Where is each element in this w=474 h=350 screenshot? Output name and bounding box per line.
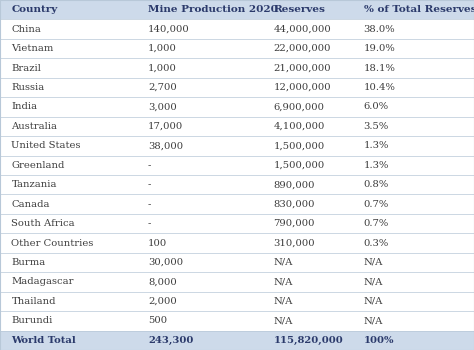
Bar [0,292,474,311]
Text: 3,000: 3,000 [148,103,177,111]
Text: 3.5%: 3.5% [364,122,389,131]
Text: Russia: Russia [11,83,45,92]
Text: Other Countries: Other Countries [11,239,94,247]
Bar [0,330,474,350]
Text: 0.8%: 0.8% [364,180,389,189]
Text: 38,000: 38,000 [148,141,183,150]
Text: 1,000: 1,000 [148,44,177,53]
Text: Vietnam: Vietnam [11,44,54,53]
Text: 1.3%: 1.3% [364,161,389,170]
Text: Greenland: Greenland [11,161,65,170]
Text: 1,500,000: 1,500,000 [273,141,325,150]
Text: 100: 100 [148,239,167,247]
Text: Madagascar: Madagascar [11,278,74,286]
Bar [0,233,474,253]
Bar [0,195,474,214]
Bar [0,214,474,233]
Text: 17,000: 17,000 [148,122,183,131]
Text: 6.0%: 6.0% [364,103,389,111]
Text: 500: 500 [148,316,167,326]
Text: 38.0%: 38.0% [364,25,395,34]
Text: 100%: 100% [364,336,394,345]
Text: 0.3%: 0.3% [364,239,389,247]
Text: South Africa: South Africa [11,219,75,228]
Text: 12,000,000: 12,000,000 [273,83,331,92]
Text: Tanzania: Tanzania [11,180,57,189]
Text: -: - [148,199,151,209]
Bar [0,39,474,58]
Bar [0,58,474,78]
Text: 1,500,000: 1,500,000 [273,161,325,170]
Text: 0.7%: 0.7% [364,199,389,209]
Text: N/A: N/A [273,316,293,326]
Bar [0,20,474,39]
Text: 2,700: 2,700 [148,83,177,92]
Bar [0,136,474,155]
Bar [0,253,474,272]
Bar [0,97,474,117]
Text: United States: United States [11,141,81,150]
Text: 243,300: 243,300 [148,336,193,345]
Bar [0,175,474,195]
Text: 22,000,000: 22,000,000 [273,44,331,53]
Bar [0,78,474,97]
Text: 1.3%: 1.3% [364,141,389,150]
Text: -: - [148,180,151,189]
Text: N/A: N/A [364,297,383,306]
Text: N/A: N/A [364,316,383,326]
Text: 2,000: 2,000 [148,297,177,306]
Text: 21,000,000: 21,000,000 [273,64,331,72]
Text: N/A: N/A [273,278,293,286]
Text: N/A: N/A [273,297,293,306]
Text: 1,000: 1,000 [148,64,177,72]
Text: N/A: N/A [364,278,383,286]
Text: 790,000: 790,000 [273,219,315,228]
Text: Mine Production 2020: Mine Production 2020 [148,5,278,14]
Text: N/A: N/A [273,258,293,267]
Text: Burundi: Burundi [11,316,53,326]
Text: -: - [148,161,151,170]
Text: 6,900,000: 6,900,000 [273,103,325,111]
Bar [0,0,474,20]
Text: 10.4%: 10.4% [364,83,395,92]
Text: Reserves: Reserves [273,5,325,14]
Bar [0,311,474,330]
Text: 44,000,000: 44,000,000 [273,25,331,34]
Text: Thailand: Thailand [11,297,56,306]
Text: Australia: Australia [11,122,57,131]
Text: 890,000: 890,000 [273,180,315,189]
Text: 115,820,000: 115,820,000 [273,336,343,345]
Text: 8,000: 8,000 [148,278,177,286]
Text: Brazil: Brazil [11,64,41,72]
Text: 30,000: 30,000 [148,258,183,267]
Text: 830,000: 830,000 [273,199,315,209]
Text: China: China [11,25,41,34]
Bar [0,272,474,292]
Text: Canada: Canada [11,199,50,209]
Text: Burma: Burma [11,258,46,267]
Text: India: India [11,103,37,111]
Text: Country: Country [11,5,58,14]
Text: 0.7%: 0.7% [364,219,389,228]
Text: -: - [148,219,151,228]
Text: % of Total Reserves: % of Total Reserves [364,5,474,14]
Text: 310,000: 310,000 [273,239,315,247]
Text: 4,100,000: 4,100,000 [273,122,325,131]
Text: N/A: N/A [364,258,383,267]
Text: 18.1%: 18.1% [364,64,395,72]
Text: 19.0%: 19.0% [364,44,395,53]
Text: 140,000: 140,000 [148,25,190,34]
Text: World Total: World Total [11,336,76,345]
Bar [0,117,474,136]
Bar [0,155,474,175]
